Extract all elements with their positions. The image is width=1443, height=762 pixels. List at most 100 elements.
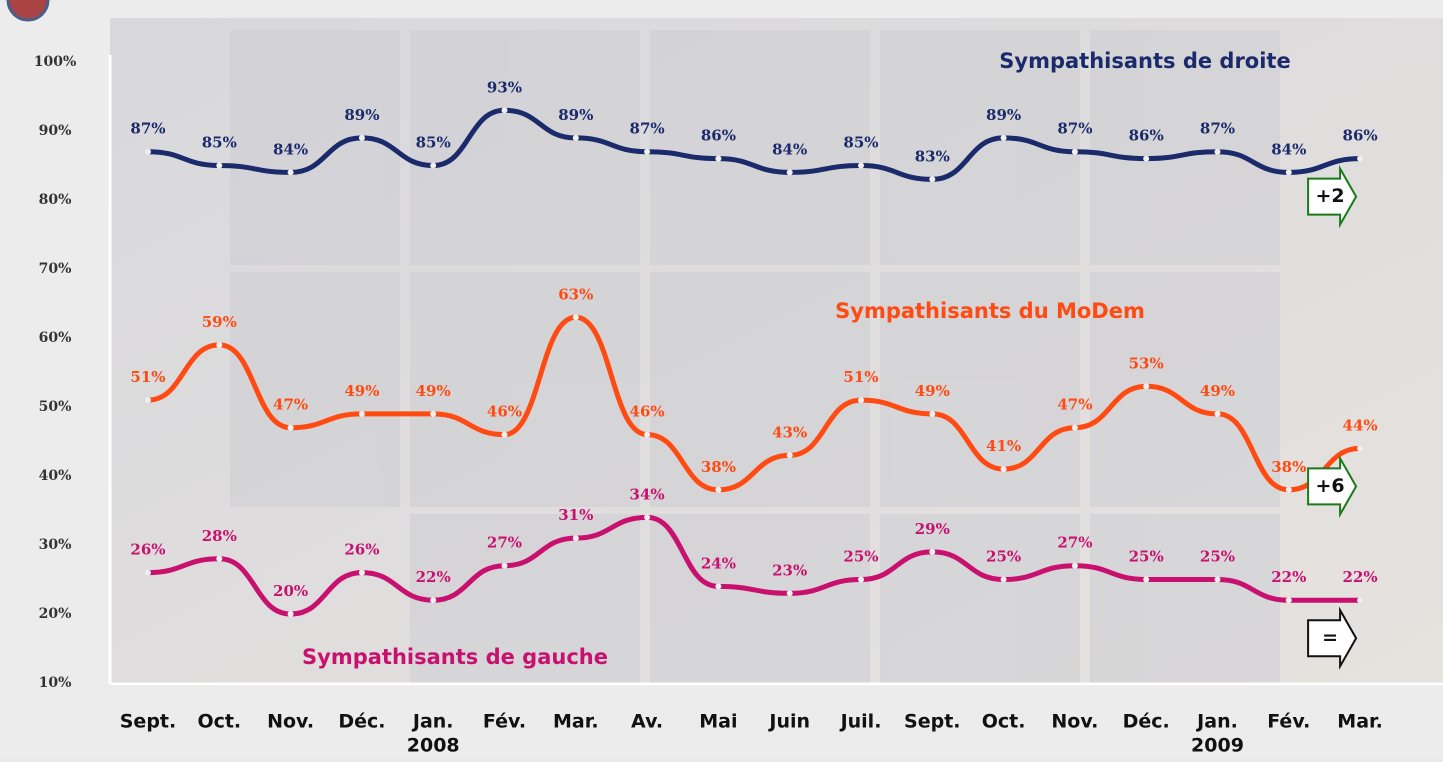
data-label: 86% <box>701 127 736 145</box>
point <box>1000 466 1007 473</box>
point <box>715 486 722 493</box>
point <box>786 169 793 176</box>
data-label: 93% <box>487 78 522 96</box>
data-label: 47% <box>273 396 308 414</box>
data-label: 25% <box>1200 548 1235 566</box>
y-tick-label: 50% <box>39 399 72 415</box>
point <box>644 431 651 438</box>
data-label: 83% <box>915 147 950 165</box>
data-label: 63% <box>558 285 593 303</box>
data-label: 86% <box>1129 127 1164 145</box>
point <box>1071 424 1078 431</box>
point <box>430 410 437 417</box>
point <box>287 169 294 176</box>
data-label: 25% <box>986 548 1021 566</box>
data-label: 28% <box>202 527 237 545</box>
data-label: 49% <box>1200 382 1235 400</box>
point <box>929 548 936 555</box>
data-label: 20% <box>273 582 308 600</box>
x-tick-label: Juil. <box>839 711 882 733</box>
data-label: 53% <box>1129 354 1164 372</box>
logo <box>6 0 50 22</box>
data-label: 26% <box>344 541 379 559</box>
data-label: 22% <box>416 568 451 586</box>
point <box>858 397 864 404</box>
y-tick-label: 90% <box>39 123 72 139</box>
data-label: 87% <box>130 120 165 138</box>
data-label: 38% <box>701 458 736 476</box>
point <box>572 134 579 141</box>
data-label: 89% <box>986 106 1021 124</box>
data-label: 43% <box>772 423 807 441</box>
data-label: 25% <box>1129 548 1164 566</box>
x-tick-label: Oct. <box>982 711 1026 733</box>
point <box>430 597 437 604</box>
point <box>929 410 936 417</box>
point <box>1357 597 1364 604</box>
point <box>501 562 508 569</box>
x-tick-label: Déc. <box>1123 711 1170 733</box>
y-tick-label: 10% <box>39 675 72 691</box>
data-label: 34% <box>630 485 665 503</box>
y-tick-label: 100% <box>34 54 77 70</box>
point <box>715 583 722 590</box>
point <box>1357 445 1364 452</box>
point <box>786 590 793 597</box>
point <box>287 424 294 431</box>
data-label: 27% <box>1057 534 1092 552</box>
point <box>430 162 437 169</box>
data-label: 23% <box>772 561 807 579</box>
x-tick-label: Jan. <box>1195 711 1238 733</box>
data-label: 86% <box>1343 127 1378 145</box>
change-arrow <box>1307 164 1358 229</box>
change-label: = <box>1322 627 1338 649</box>
point <box>1357 155 1364 162</box>
point <box>1071 148 1078 155</box>
data-label: 44% <box>1343 416 1378 434</box>
data-label: 84% <box>273 140 308 158</box>
point <box>216 341 223 348</box>
series-line <box>145 314 1363 493</box>
data-label: 31% <box>558 506 593 524</box>
x-tick-sublabel: 2009 <box>1191 735 1244 757</box>
point <box>216 162 223 169</box>
data-label: 22% <box>1343 568 1378 586</box>
data-label: 84% <box>772 140 807 158</box>
data-label: 89% <box>344 106 379 124</box>
change-label: +6 <box>1316 475 1345 497</box>
x-tick-label: Av. <box>631 711 663 733</box>
x-tick-label: Sept. <box>904 711 960 733</box>
x-tick-label: Juin <box>767 711 810 733</box>
data-label: 29% <box>915 520 950 538</box>
x-tick-label: Oct. <box>197 711 241 733</box>
point <box>715 155 722 162</box>
point <box>1285 169 1292 176</box>
point <box>1143 576 1150 583</box>
x-tick-label: Déc. <box>338 711 385 733</box>
data-label: 38% <box>1271 458 1306 476</box>
data-label: 51% <box>130 368 165 386</box>
point <box>1000 576 1007 583</box>
point <box>1214 148 1221 155</box>
point <box>572 535 579 542</box>
point <box>1000 134 1007 141</box>
point <box>1285 597 1292 604</box>
data-label: 85% <box>202 134 237 152</box>
data-label: 51% <box>843 368 878 386</box>
point <box>1071 562 1078 569</box>
x-tick-sublabel: 2008 <box>407 735 460 757</box>
y-tick-label: 30% <box>39 537 72 553</box>
point <box>1214 410 1221 417</box>
data-label: 46% <box>630 403 665 421</box>
point <box>145 148 151 155</box>
series-name: Sympathisants de droite <box>999 49 1290 73</box>
point <box>1214 576 1221 583</box>
data-label: 46% <box>487 403 522 421</box>
data-label: 87% <box>630 120 665 138</box>
x-tick-label: Sept. <box>120 711 176 733</box>
data-label: 25% <box>843 548 878 566</box>
y-tick-label: 60% <box>39 330 72 346</box>
x-tick-label: Fév. <box>1267 711 1310 733</box>
data-label: 26% <box>130 541 165 559</box>
